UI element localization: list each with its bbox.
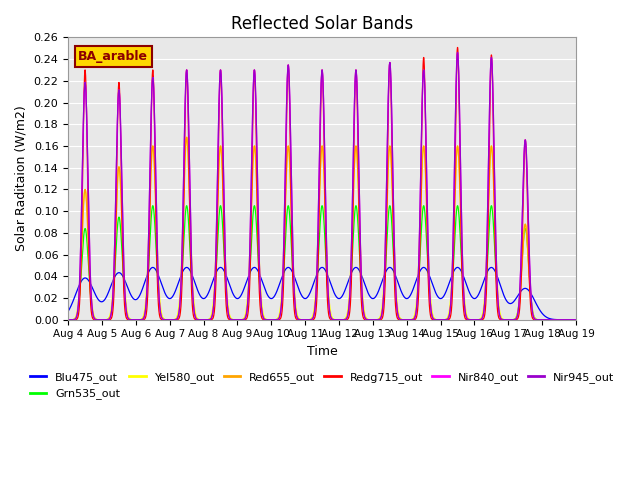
Grn535_out — [572, 317, 580, 323]
Grn535_out — [149, 203, 157, 209]
Nir840_out — [281, 186, 289, 192]
Blu475_out — [183, 264, 191, 270]
Redg715_out — [259, 316, 267, 322]
Redg715_out — [508, 317, 515, 323]
Nir945_out — [572, 317, 580, 323]
Redg715_out — [563, 317, 570, 323]
Line: Blu475_out: Blu475_out — [68, 267, 576, 320]
Blu475_out — [259, 281, 267, 287]
Yel580_out — [508, 317, 515, 323]
Redg715_out — [454, 45, 461, 50]
Text: BA_arable: BA_arable — [78, 50, 148, 63]
Nir840_out — [454, 49, 461, 55]
Blu475_out — [122, 280, 130, 286]
Nir945_out — [122, 306, 130, 312]
Nir840_out — [572, 317, 580, 323]
Grn535_out — [152, 252, 160, 257]
Red655_out — [64, 317, 72, 323]
Blu475_out — [508, 300, 515, 306]
Red655_out — [281, 215, 289, 221]
Grn535_out — [122, 306, 130, 312]
Nir840_out — [508, 317, 515, 323]
Blu475_out — [152, 268, 160, 274]
Red655_out — [563, 317, 570, 323]
Blu475_out — [64, 308, 72, 314]
Line: Yel580_out: Yel580_out — [68, 137, 576, 320]
Line: Grn535_out: Grn535_out — [68, 206, 576, 320]
Nir945_out — [508, 317, 515, 323]
Redg715_out — [122, 314, 130, 320]
Grn535_out — [563, 317, 570, 323]
Yel580_out — [281, 204, 289, 210]
Line: Redg715_out: Redg715_out — [68, 48, 576, 320]
Red655_out — [508, 317, 515, 323]
Nir840_out — [122, 306, 130, 312]
Nir840_out — [152, 197, 160, 203]
Red655_out — [572, 317, 580, 323]
Red655_out — [152, 224, 160, 230]
Nir840_out — [563, 317, 570, 323]
Redg715_out — [572, 317, 580, 323]
Red655_out — [122, 307, 130, 313]
Nir945_out — [259, 314, 267, 320]
Blu475_out — [563, 317, 570, 323]
Yel580_out — [259, 311, 267, 316]
Yel580_out — [152, 212, 160, 218]
Grn535_out — [508, 317, 515, 323]
Nir945_out — [454, 49, 461, 55]
Nir840_out — [259, 314, 267, 320]
Nir945_out — [64, 317, 72, 323]
Nir840_out — [64, 317, 72, 323]
Title: Reflected Solar Bands: Reflected Solar Bands — [231, 15, 413, 33]
Blu475_out — [572, 317, 580, 323]
Yel580_out — [122, 300, 130, 306]
Yel580_out — [183, 134, 191, 140]
X-axis label: Time: Time — [307, 345, 337, 358]
Redg715_out — [152, 228, 160, 234]
Grn535_out — [281, 243, 289, 249]
Line: Nir945_out: Nir945_out — [68, 52, 576, 320]
Red655_out — [183, 134, 191, 140]
Line: Red655_out: Red655_out — [68, 137, 576, 320]
Yel580_out — [572, 317, 580, 323]
Red655_out — [259, 314, 267, 320]
Grn535_out — [259, 312, 267, 318]
Grn535_out — [64, 317, 72, 323]
Y-axis label: Solar Raditaion (W/m2): Solar Raditaion (W/m2) — [15, 106, 28, 252]
Redg715_out — [281, 221, 289, 227]
Yel580_out — [563, 317, 570, 323]
Legend: Blu475_out, Grn535_out, Yel580_out, Red655_out, Redg715_out, Nir840_out, Nir945_: Blu475_out, Grn535_out, Yel580_out, Red6… — [25, 368, 619, 404]
Line: Nir840_out: Nir840_out — [68, 52, 576, 320]
Yel580_out — [64, 317, 72, 323]
Nir945_out — [281, 186, 289, 192]
Nir945_out — [152, 197, 160, 203]
Blu475_out — [281, 267, 289, 273]
Nir945_out — [563, 317, 570, 323]
Redg715_out — [64, 317, 72, 323]
